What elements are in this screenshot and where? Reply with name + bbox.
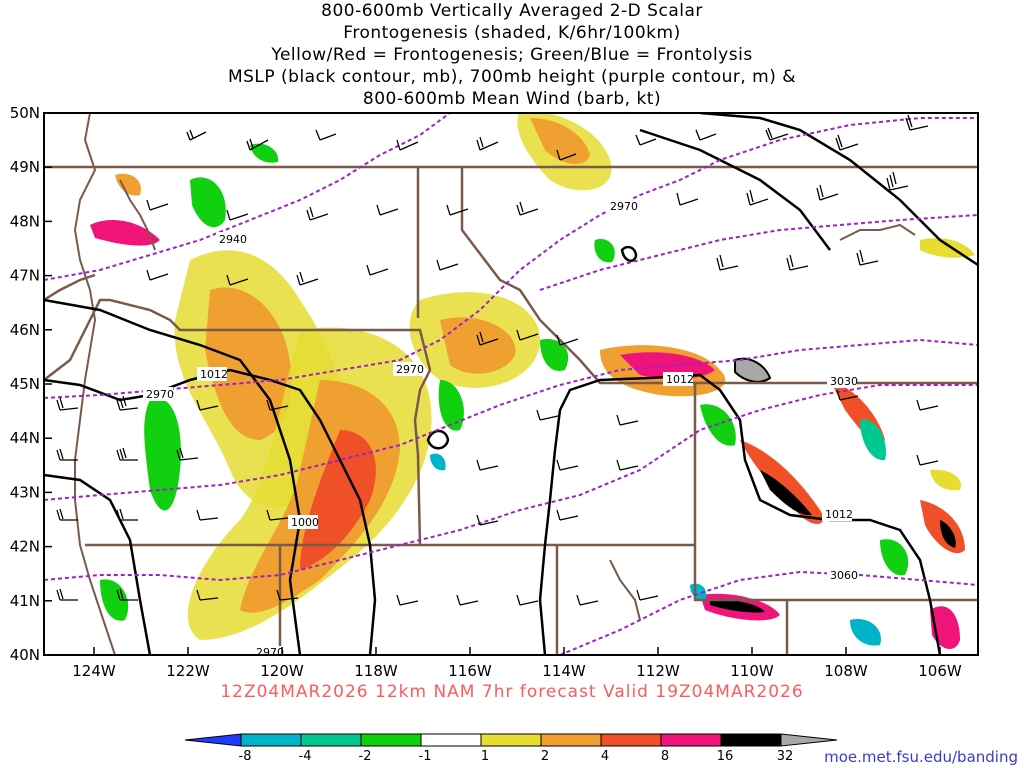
lat-label: 41N	[10, 592, 40, 610]
colorbar-swatch	[660, 733, 722, 747]
colorbar-swatch	[184, 733, 242, 747]
colorbar-swatch	[720, 733, 782, 747]
mslp-contours	[44, 113, 978, 655]
height-label: 2970	[256, 646, 284, 659]
map-content	[44, 113, 978, 655]
lon-label: 116W	[448, 662, 492, 680]
colorbar-label: -2	[359, 749, 372, 764]
height-label: 3060	[830, 569, 858, 582]
colorbar-boxes	[184, 733, 838, 747]
height-label: 2940	[219, 233, 247, 246]
colorbar-label: 32	[777, 749, 794, 764]
frontolysis-shading	[100, 143, 909, 646]
lat-label: 50N	[10, 104, 40, 122]
map-panel: 2940 2970 2970 2970 3030 3060 2970 1012 …	[10, 104, 979, 680]
colorbar-swatch	[240, 733, 302, 747]
height-label: 2970	[146, 388, 174, 401]
title-line-2: Frontogenesis (shaded, K/6hr/100km)	[343, 23, 681, 43]
colorbar-swatch	[480, 733, 542, 747]
lon-label: 124W	[72, 662, 116, 680]
colorbar: -8 -4 -2 -1 1 2 4 8 16 32	[184, 733, 838, 764]
lon-label: 122W	[166, 662, 210, 680]
lon-label: 106W	[918, 662, 962, 680]
lon-label: 114W	[542, 662, 586, 680]
colorbar-label: 4	[601, 749, 609, 764]
longitude-axis: 124W 122W 120W 118W 116W 114W 112W 110W 108W 106W	[72, 647, 962, 680]
mslp-label: 1012	[825, 508, 853, 521]
lat-label: 43N	[10, 483, 40, 501]
colorbar-swatch	[360, 733, 422, 747]
colorbar-label: 1	[481, 749, 489, 764]
lon-label: 118W	[354, 662, 398, 680]
contour-labels: 2940 2970 2970 2970 3030 3060 2970 1012 …	[143, 199, 858, 659]
height-label: 2970	[610, 200, 638, 213]
colorbar-labels: -8 -4 -2 -1 1 2 4 8 16 32	[239, 749, 794, 764]
lat-label: 48N	[10, 212, 40, 230]
valid-time: 12Z04MAR2026 12km NAM 7hr forecast Valid…	[220, 682, 804, 702]
lat-label: 45N	[10, 375, 40, 393]
lat-label: 40N	[10, 646, 40, 664]
lat-label: 46N	[10, 321, 40, 339]
colorbar-label: -8	[239, 749, 252, 764]
lon-label: 120W	[260, 662, 304, 680]
lat-label: 49N	[10, 158, 40, 176]
colorbar-swatch	[540, 733, 602, 747]
mslp-label: 1012	[200, 368, 228, 381]
lat-label: 44N	[10, 429, 40, 447]
wind-barbs	[56, 114, 939, 606]
colorbar-swatch	[780, 733, 838, 747]
height-label: 3030	[830, 375, 858, 388]
colorbar-swatch	[300, 733, 362, 747]
mslp-label: 1012	[666, 373, 694, 386]
colorbar-label: 16	[717, 749, 734, 764]
colorbar-label: 2	[541, 749, 549, 764]
coastline	[73, 113, 916, 655]
title-line-4: MSLP (black contour, mb), 700mb height (…	[227, 67, 797, 87]
credit-text: moe.met.fsu.edu/banding	[824, 748, 1018, 766]
title-line-3: Yellow/Red = Frontogenesis; Green/Blue =…	[271, 45, 753, 65]
colorbar-swatch	[600, 733, 662, 747]
colorbar-swatch	[420, 733, 482, 747]
lon-label: 112W	[636, 662, 680, 680]
title-line-5: 800-600mb Mean Wind (barb, kt)	[362, 89, 662, 109]
map-title: 800-600mb Vertically Averaged 2-D Scalar…	[0, 0, 1024, 110]
lon-label: 108W	[824, 662, 868, 680]
lat-label: 47N	[10, 267, 40, 285]
colorbar-label: -4	[299, 749, 312, 764]
height-label: 2970	[396, 363, 424, 376]
title-line-1: 800-600mb Vertically Averaged 2-D Scalar	[321, 1, 703, 21]
height-contours	[44, 113, 978, 655]
mslp-label: 1000	[291, 516, 319, 529]
colorbar-label: 8	[661, 749, 669, 764]
latitude-axis: 50N 49N 48N 47N 46N 45N 44N 43N 42N 41N 40N	[10, 104, 52, 664]
lat-label: 42N	[10, 538, 40, 556]
colorbar-label: -1	[419, 749, 432, 764]
lon-label: 110W	[730, 662, 774, 680]
